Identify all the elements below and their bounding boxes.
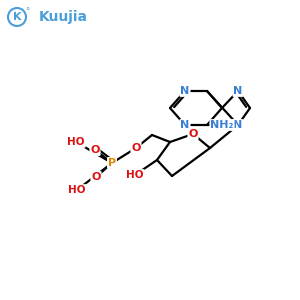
Text: O: O (131, 143, 141, 153)
Text: HO: HO (67, 137, 85, 147)
Text: HO: HO (68, 185, 86, 195)
Text: °: ° (25, 8, 29, 16)
Text: Kuujia: Kuujia (39, 10, 88, 24)
Text: N: N (180, 86, 190, 96)
Text: N: N (233, 120, 243, 130)
Text: HO: HO (126, 170, 144, 180)
Text: N: N (180, 120, 190, 130)
Text: N: N (233, 86, 243, 96)
Text: NH₂: NH₂ (210, 120, 234, 130)
Text: K: K (13, 12, 21, 22)
Text: O: O (188, 129, 198, 139)
Text: P: P (108, 158, 116, 168)
Text: O: O (90, 145, 100, 155)
Text: O: O (91, 172, 101, 182)
